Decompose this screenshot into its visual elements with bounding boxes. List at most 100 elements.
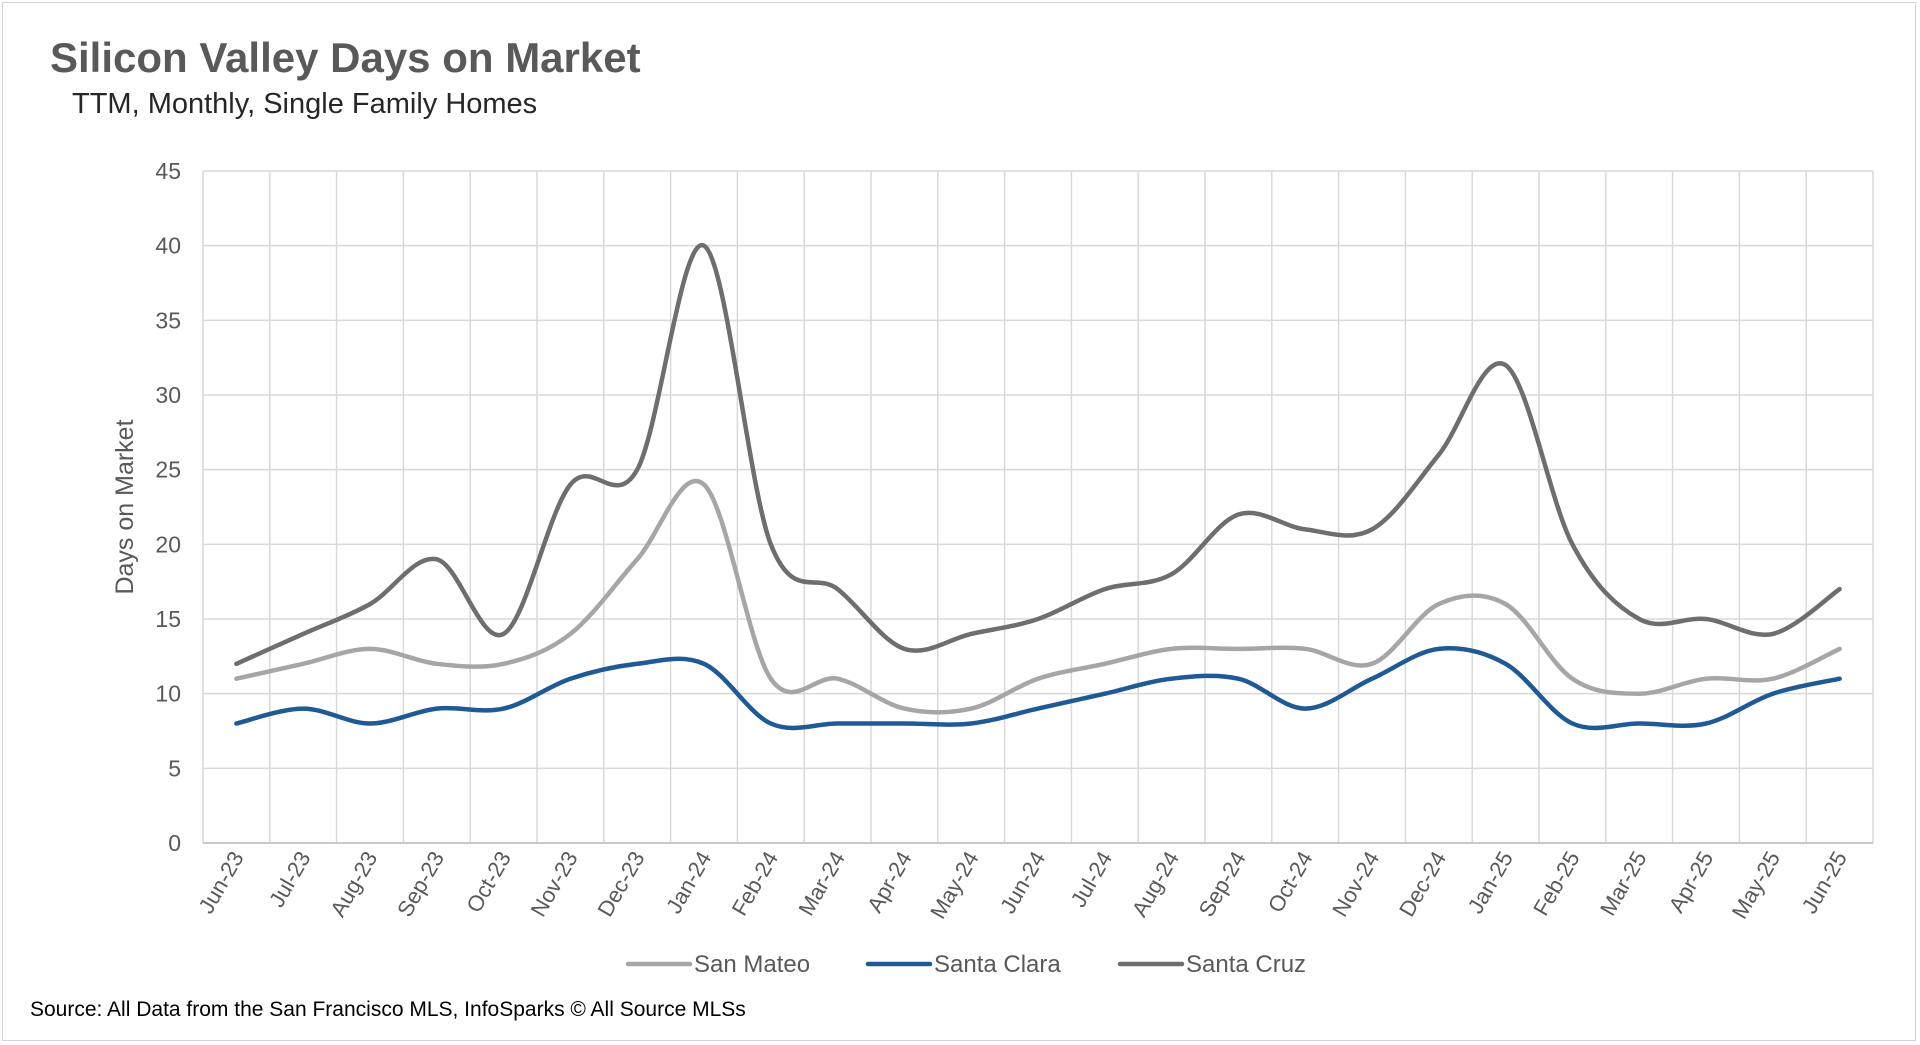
data-point [1303, 646, 1308, 651]
data-point [902, 706, 907, 711]
y-tick-label: 15 [155, 606, 181, 632]
data-point [768, 721, 773, 726]
data-point [1303, 706, 1308, 711]
data-point [1102, 587, 1107, 592]
data-point [635, 557, 640, 562]
x-tick-label: Aug-23 [325, 847, 382, 921]
data-point [434, 661, 439, 666]
data-point [768, 542, 773, 547]
data-point [301, 661, 306, 666]
data-point [1837, 587, 1842, 592]
legend: San Mateo Santa Clara Santa Cruz [625, 951, 1306, 978]
data-point [835, 721, 840, 726]
data-point [835, 676, 840, 681]
series-points-san-mateo [234, 482, 1842, 711]
y-tick-label: 5 [168, 755, 181, 781]
x-tick-label: Sep-24 [1194, 847, 1251, 921]
data-point [568, 631, 573, 636]
data-point [1770, 676, 1775, 681]
data-point [1436, 602, 1441, 607]
data-point [1303, 527, 1308, 532]
data-point [969, 631, 974, 636]
data-point [1036, 676, 1040, 681]
y-tick-label: 30 [155, 382, 181, 408]
legend-label: Santa Clara [934, 951, 1061, 978]
x-tick-label: Apr-25 [1664, 847, 1719, 917]
y-tick-label: 0 [168, 830, 181, 856]
data-point [368, 721, 372, 726]
x-tick-label: Dec-23 [592, 847, 649, 921]
data-point [301, 706, 306, 711]
data-point [969, 721, 974, 726]
data-point [1570, 676, 1575, 681]
data-point [1570, 542, 1575, 547]
data-point [1102, 691, 1107, 696]
series-line-san-mateo [234, 479, 1842, 715]
series-line-santa-cruz [234, 243, 1842, 667]
data-point [1637, 721, 1642, 726]
x-tick-label: May-25 [1727, 847, 1785, 923]
data-point [434, 706, 439, 711]
x-tick-label: Jun-25 [1797, 847, 1852, 918]
data-point [1236, 512, 1241, 517]
series-line-santa-clara [234, 646, 1842, 731]
data-point [1637, 617, 1642, 621]
data-point [1503, 661, 1508, 666]
x-tick-label: Nov-23 [526, 847, 583, 921]
x-tick-label: Feb-24 [727, 847, 784, 920]
data-point [1637, 691, 1642, 696]
y-axis-ticks: 0 5 10 15 20 25 30 35 40 45 [155, 158, 181, 856]
x-tick-label: Dec-24 [1394, 847, 1451, 921]
data-point [969, 706, 974, 711]
data-point [1036, 706, 1040, 711]
data-point [1503, 363, 1508, 368]
y-tick-label: 45 [155, 158, 181, 184]
x-tick-label: Mar-24 [793, 847, 849, 920]
y-tick-label: 35 [155, 307, 181, 333]
series-points-santa-clara [234, 646, 1842, 726]
data-point [902, 721, 907, 726]
data-point [1837, 646, 1842, 651]
data-point [368, 602, 372, 607]
x-tick-label: Apr-24 [862, 847, 917, 917]
data-point [1704, 721, 1708, 726]
x-tick-label: Feb-25 [1528, 847, 1585, 920]
data-point [1102, 661, 1107, 666]
x-tick-label: Jan-24 [661, 847, 716, 918]
data-point [1036, 617, 1040, 621]
y-tick-label: 40 [155, 233, 181, 259]
source-note: Source: All Data from the San Francisco … [30, 998, 746, 1021]
x-tick-label: Jul-23 [264, 847, 316, 911]
data-point [1370, 527, 1374, 532]
data-point [635, 467, 640, 472]
data-point [902, 646, 907, 651]
data-point [234, 676, 239, 681]
x-tick-label: Mar-25 [1595, 847, 1651, 920]
legend-item-san-mateo: San Mateo [625, 951, 810, 978]
series-points-santa-cruz [234, 243, 1842, 666]
data-point [1436, 646, 1441, 651]
data-point [234, 721, 239, 726]
data-point [835, 587, 840, 592]
data-point [1236, 646, 1241, 651]
y-tick-label: 20 [155, 531, 181, 557]
data-point [1169, 646, 1174, 651]
x-tick-label: Jun-24 [995, 847, 1050, 918]
data-point [1169, 676, 1174, 681]
data-point [768, 676, 773, 681]
data-point [1370, 676, 1374, 681]
data-point [301, 631, 306, 636]
data-point [1570, 721, 1575, 726]
data-point [1704, 617, 1708, 621]
data-point [501, 631, 506, 636]
data-point [1503, 602, 1508, 607]
data-point [434, 557, 439, 562]
grid [202, 170, 1874, 844]
x-tick-label: Oct-24 [1263, 847, 1318, 917]
data-point [1837, 676, 1842, 681]
data-point [1770, 631, 1775, 636]
data-point [234, 661, 239, 666]
data-point [568, 482, 573, 487]
